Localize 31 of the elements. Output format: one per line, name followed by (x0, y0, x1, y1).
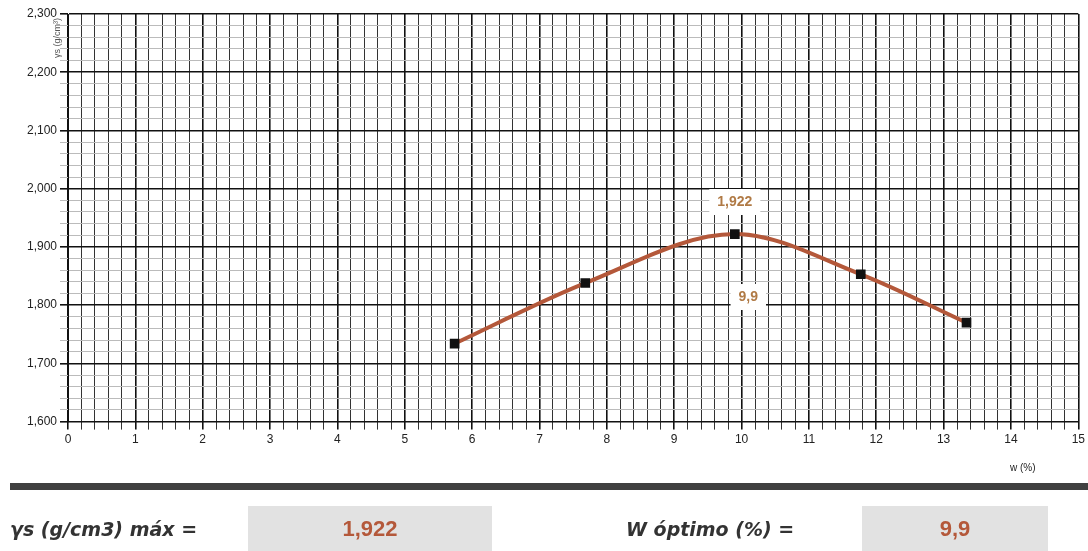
y-tick-label: 2,200 (26, 64, 58, 79)
annotation: 1,922 (717, 192, 753, 209)
x-tick-label: 11 (802, 432, 816, 447)
x-tick-label: 10 (734, 432, 749, 447)
x-tick-label: 14 (1004, 432, 1018, 447)
x-tick-label: 9 (670, 432, 678, 447)
x-tick-label: 13 (936, 432, 951, 447)
y-tick-label: 2,100 (26, 122, 58, 137)
text: 1,922 (248, 506, 492, 551)
x-tick-label: 3 (266, 432, 274, 447)
x-tick-label: 4 (334, 432, 342, 447)
x-axis-title: w (%) (1010, 462, 1036, 473)
annotation: 9,9 (738, 287, 759, 304)
x-tick-label: 6 (468, 432, 476, 447)
x-tick-label: 15 (1071, 432, 1086, 447)
y-axis-title: γs (g/cm³) (52, 18, 62, 58)
y-tick-label: 1,800 (26, 297, 58, 312)
x-tick-label: 0 (64, 432, 72, 447)
y-tick-label: 1,900 (26, 239, 58, 254)
text: γs (g/cm3) máx = (10, 518, 198, 540)
y-tick-label: 2,000 (26, 181, 58, 195)
x-tick-label: 5 (401, 432, 409, 447)
x-tick-label: 7 (536, 432, 544, 447)
x-tick-label: 1 (132, 432, 140, 447)
text: 9,9 (862, 506, 1048, 551)
x-tick-label: 8 (603, 432, 611, 447)
y-tick-label: 1,700 (26, 355, 58, 370)
x-tick-label: 2 (199, 432, 207, 447)
x-tick-label: 12 (869, 432, 884, 447)
text: W óptimo (%) = (626, 518, 795, 540)
y-tick-label: 1,600 (26, 413, 58, 428)
